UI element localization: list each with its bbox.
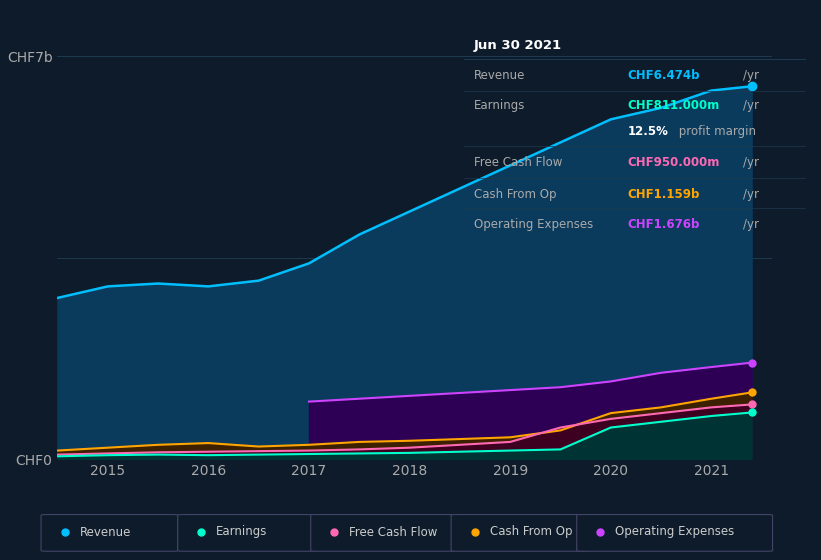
Text: /yr: /yr: [743, 218, 759, 231]
Text: Jun 30 2021: Jun 30 2021: [474, 39, 562, 52]
Text: profit margin: profit margin: [675, 125, 756, 138]
Text: Earnings: Earnings: [474, 99, 525, 112]
Text: /yr: /yr: [743, 156, 759, 170]
Text: Cash From Op: Cash From Op: [474, 188, 557, 201]
FancyBboxPatch shape: [178, 515, 314, 551]
Text: /yr: /yr: [743, 99, 759, 112]
Text: CHF6.474b: CHF6.474b: [627, 69, 700, 82]
Text: Revenue: Revenue: [474, 69, 525, 82]
Text: CHF1.676b: CHF1.676b: [627, 218, 699, 231]
Text: CHF1.159b: CHF1.159b: [627, 188, 699, 201]
Text: Revenue: Revenue: [80, 525, 131, 539]
FancyBboxPatch shape: [41, 515, 178, 551]
FancyBboxPatch shape: [310, 515, 455, 551]
Text: Operating Expenses: Operating Expenses: [615, 525, 735, 539]
Text: Free Cash Flow: Free Cash Flow: [474, 156, 562, 170]
FancyBboxPatch shape: [576, 515, 773, 551]
Text: Free Cash Flow: Free Cash Flow: [349, 525, 438, 539]
Text: Earnings: Earnings: [216, 525, 268, 539]
FancyBboxPatch shape: [452, 515, 588, 551]
Text: Cash From Op: Cash From Op: [489, 525, 572, 539]
Text: CHF950.000m: CHF950.000m: [627, 156, 720, 170]
Text: /yr: /yr: [743, 69, 759, 82]
Text: 12.5%: 12.5%: [627, 125, 668, 138]
Text: Operating Expenses: Operating Expenses: [474, 218, 594, 231]
Text: /yr: /yr: [743, 188, 759, 201]
Text: CHF811.000m: CHF811.000m: [627, 99, 720, 112]
